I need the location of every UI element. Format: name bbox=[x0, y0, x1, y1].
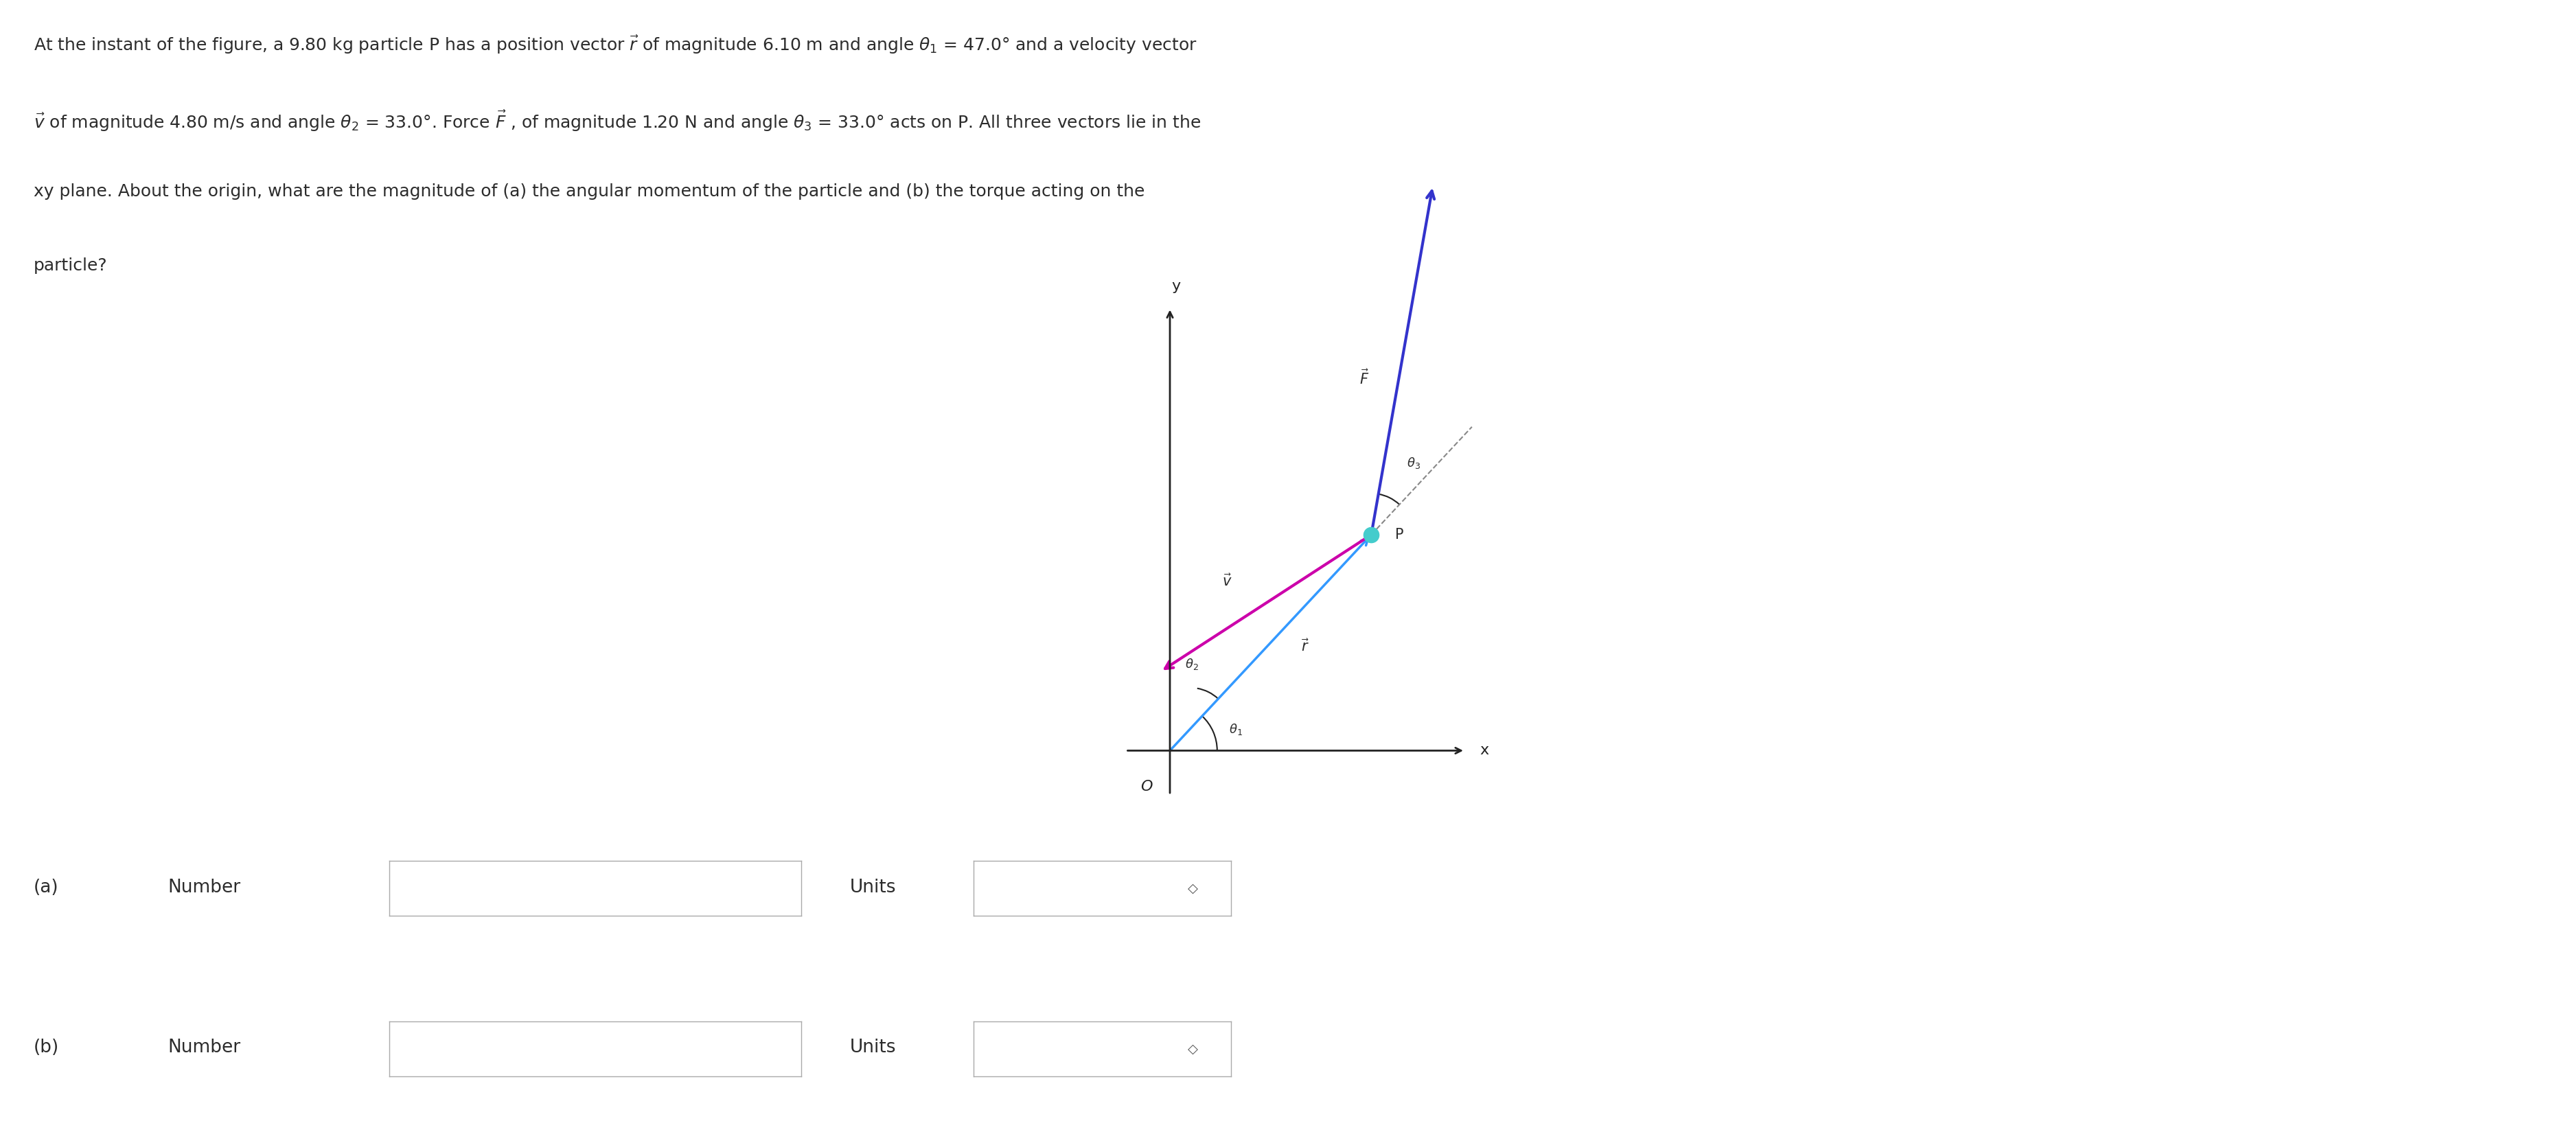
Text: At the instant of the figure, a 9.80 kg particle P has a position vector $\vec{r: At the instant of the figure, a 9.80 kg … bbox=[33, 34, 1198, 56]
Text: ◇: ◇ bbox=[1188, 1042, 1198, 1056]
Text: xy plane. About the origin, what are the magnitude of (a) the angular momentum o: xy plane. About the origin, what are the… bbox=[33, 183, 1144, 199]
Text: x: x bbox=[1479, 744, 1489, 758]
Text: $\vec{v}$ of magnitude 4.80 m/s and angle $\theta_2$ = 33.0°. Force $\vec{F}$ , : $\vec{v}$ of magnitude 4.80 m/s and angl… bbox=[33, 109, 1200, 133]
Text: Units: Units bbox=[850, 1039, 896, 1057]
Text: O: O bbox=[1141, 780, 1151, 793]
Text: (a): (a) bbox=[33, 878, 59, 897]
Text: Units: Units bbox=[850, 878, 896, 897]
Text: $\vec{r}$: $\vec{r}$ bbox=[1301, 639, 1309, 655]
Text: y: y bbox=[1172, 279, 1180, 293]
Text: particle?: particle? bbox=[33, 258, 108, 274]
Text: (b): (b) bbox=[33, 1039, 59, 1057]
Text: $\theta_2$: $\theta_2$ bbox=[1185, 657, 1198, 671]
Text: i: i bbox=[361, 882, 366, 895]
Text: $\theta_3$: $\theta_3$ bbox=[1406, 456, 1419, 471]
Text: $\vec{v}$: $\vec{v}$ bbox=[1221, 574, 1231, 590]
Text: Number: Number bbox=[167, 878, 240, 897]
Text: i: i bbox=[361, 1042, 366, 1056]
Text: P: P bbox=[1394, 528, 1404, 542]
Text: $\vec{F}$: $\vec{F}$ bbox=[1360, 369, 1370, 387]
Text: $\theta_1$: $\theta_1$ bbox=[1229, 721, 1242, 736]
Text: ◇: ◇ bbox=[1188, 882, 1198, 895]
Text: Number: Number bbox=[167, 1039, 240, 1057]
